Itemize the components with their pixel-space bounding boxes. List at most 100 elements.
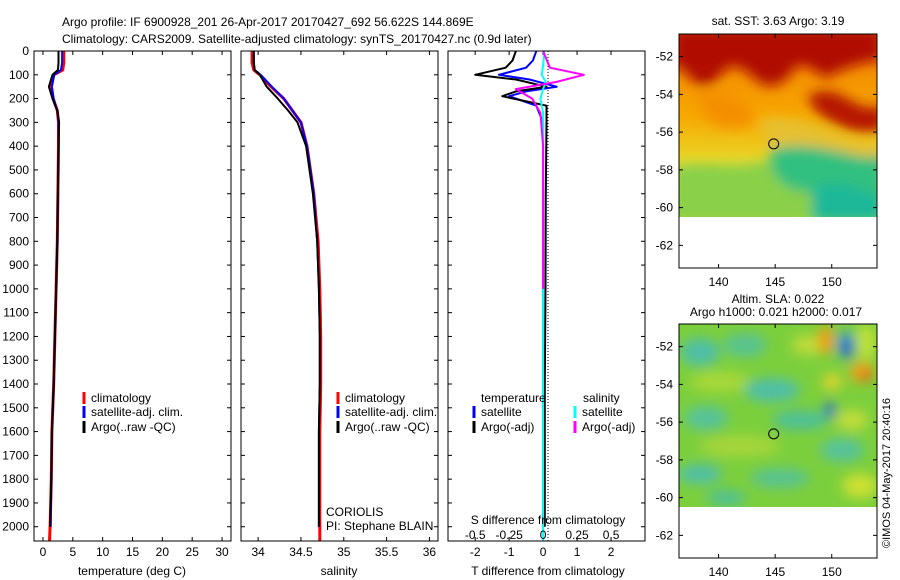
temperature-x-axis: 0 5 10 15 20 25 30	[40, 51, 229, 559]
legend-header-temperature: temperature	[481, 391, 546, 405]
depth-tick-label: 0	[22, 44, 29, 58]
s-tick-label: 0.25	[565, 528, 589, 542]
s-tick-label: -0.25	[495, 528, 523, 542]
x-tick-label: 34	[251, 545, 265, 559]
legend-label-sal-satellite: satellite	[582, 405, 623, 419]
lon-tick-label: 150	[822, 565, 842, 579]
temperature-profile-panel: 0100200300400500600700800900100011001200…	[2, 44, 232, 578]
depth-tick-label: 600	[9, 187, 29, 201]
x-tick-label: 10	[96, 545, 110, 559]
sla-map-frame	[678, 323, 878, 559]
lat-tick-label: -62	[656, 238, 674, 252]
salinity-profile-panel: 34 34.5 35 35.5 36 salinity climatology sate…	[240, 50, 439, 578]
depth-tick-label: 1800	[2, 472, 29, 486]
sla-argo-marker	[768, 428, 780, 440]
x-tick-label: 34.5	[289, 545, 313, 559]
sla-heatmap	[679, 324, 877, 507]
depth-tick-label: 1000	[2, 282, 29, 296]
legend-label-satellite: satellite-adj. clim.	[345, 405, 437, 419]
legend-label-climatology: climatology	[345, 391, 405, 405]
difference-legend: temperature salinity satellite Argo(-adj…	[472, 391, 635, 434]
depth-tick-label: 1700	[2, 448, 29, 462]
lat-tick-label: -52	[656, 50, 674, 64]
series-line-argo-adj-	[514, 51, 585, 289]
depth-tick-label: 1900	[2, 496, 29, 510]
legend-label-argo: Argo(..raw -QC)	[345, 420, 430, 434]
sla-map-panel: Altim. SLA: 0.022 Argo h1000: 0.021 h200…	[656, 292, 878, 579]
header-line-2: Climatology: CARS2009. Satellite-adjuste…	[62, 32, 532, 46]
s-tick-label: -0.5	[465, 528, 486, 542]
lat-tick-label: -60	[656, 491, 674, 505]
x-tick-label: 25	[186, 545, 200, 559]
x-tick-label: -1	[504, 545, 515, 559]
series-line-climatology	[250, 51, 323, 541]
series-line-satellite	[539, 51, 547, 541]
s-tick-label: 0.5	[603, 528, 620, 542]
lat-tick-label: -62	[656, 528, 674, 542]
depth-tick-label: 100	[9, 68, 29, 82]
difference-depth-ticks	[448, 50, 645, 528]
x-tick-label: 35	[337, 545, 351, 559]
depth-tick-label: 1100	[3, 306, 29, 320]
temperature-plot-frame	[33, 50, 232, 542]
lat-tick-label: -60	[656, 201, 674, 215]
imos-credit: ©IMOS 04-May-2017 20:40:16	[881, 398, 893, 548]
x-tick-label: 20	[156, 545, 170, 559]
lon-tick-label: 145	[765, 565, 785, 579]
salinity-x-label: salinity	[321, 564, 358, 578]
lat-tick-label: -56	[656, 125, 674, 139]
x-tick-label: 15	[126, 545, 140, 559]
lat-tick-label: -56	[656, 415, 674, 429]
sla-no-data	[679, 507, 877, 558]
temperature-legend: climatology satellite-adj. clim. Argo(..…	[82, 391, 183, 434]
legend-label-climatology: climatology	[91, 391, 151, 405]
difference-plot-frame	[447, 50, 646, 542]
legend-header-salinity: salinity	[583, 391, 620, 405]
sst-map-panel: sat. SST: 3.63 Argo: 3.19 -52 -54 -56 -58 -6…	[656, 14, 878, 289]
s-difference-ticks: -0.5 -0.25 0 0.25 0.5	[465, 528, 620, 542]
depth-tick-label: 1400	[2, 377, 29, 391]
coriolis-label: CORIOLIS	[326, 505, 383, 519]
depth-tick-label: 400	[9, 139, 29, 153]
depth-tick-label: 200	[9, 92, 29, 106]
x-tick-label: 35.5	[375, 545, 399, 559]
t-difference-label: T difference from climatology	[471, 564, 625, 578]
temperature-x-label: temperature (deg C)	[78, 564, 186, 578]
header-line-1: Argo profile: IF 6900928_201 26-Apr-2017…	[62, 15, 474, 29]
salinity-legend: climatology satellite-adj. clim. Argo(..…	[336, 391, 437, 434]
series-line-argo-adj-	[474, 51, 548, 527]
lon-tick-label: 140	[709, 275, 729, 289]
sla-map-subtitle: Argo h1000: 0.021 h2000: 0.017	[690, 305, 862, 319]
depth-tick-label: 300	[9, 115, 29, 129]
sst-map-title: sat. SST: 3.63 Argo: 3.19	[712, 14, 845, 28]
x-tick-label: 0	[540, 545, 547, 559]
lon-tick-label: 140	[709, 565, 729, 579]
depth-tick-label: 1300	[2, 353, 29, 367]
sst-heatmap	[679, 34, 877, 217]
sla-map-axes: -52 -54 -56 -58 -60 -62 140 145 150	[656, 324, 877, 579]
depth-tick-label: 1600	[2, 425, 29, 439]
lat-tick-label: -54	[656, 87, 674, 101]
depth-tick-label: 2000	[2, 520, 29, 534]
series-line-argo-raw-qc-	[252, 51, 321, 527]
depth-tick-label: 700	[9, 211, 29, 225]
sst-map-frame	[678, 33, 878, 269]
series-line-satellite-adj-clim-	[252, 51, 321, 527]
depth-axis: 0 100 200 300 400 500 600 700 800 900 1000 1100 1200…	[2, 44, 231, 534]
legend-label-temp-argo: Argo(-adj)	[481, 420, 534, 434]
legend-label-sal-argo: Argo(-adj)	[582, 420, 635, 434]
legend-label-temp-satellite: satellite	[481, 405, 522, 419]
s-tick-label: 0	[540, 528, 547, 542]
salinity-x-axis: 34 34.5 35 35.5 36	[251, 51, 436, 559]
difference-profile-panel: -2 -1 0 1 2 S difference from climatology -0…	[447, 50, 646, 578]
temperature-series	[47, 51, 66, 541]
x-tick-label: 1	[574, 545, 581, 559]
sst-map-axes: -52 -54 -56 -58 -60 -62 140 145 150	[656, 34, 877, 289]
x-tick-label: 36	[423, 545, 437, 559]
legend-label-argo: Argo(..raw -QC)	[91, 420, 176, 434]
salinity-depth-ticks	[241, 50, 438, 528]
salinity-plot-frame	[240, 50, 439, 542]
x-tick-label: 0	[40, 545, 47, 559]
sla-map-title: Altim. SLA: 0.022	[732, 292, 825, 306]
x-tick-label: 5	[69, 545, 76, 559]
